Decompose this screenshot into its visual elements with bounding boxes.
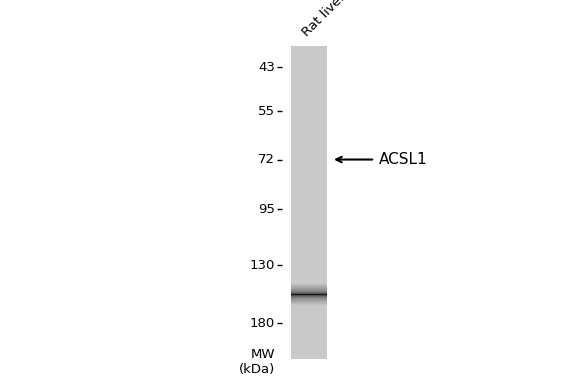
- Text: 130: 130: [250, 259, 275, 272]
- Text: MW
(kDa): MW (kDa): [239, 348, 275, 376]
- Text: 43: 43: [258, 61, 275, 74]
- Text: Rat liver: Rat liver: [300, 0, 349, 39]
- Text: 55: 55: [258, 105, 275, 118]
- Text: ACSL1: ACSL1: [379, 152, 427, 167]
- Text: 95: 95: [258, 203, 275, 215]
- Text: 180: 180: [250, 317, 275, 330]
- Text: 72: 72: [258, 153, 275, 166]
